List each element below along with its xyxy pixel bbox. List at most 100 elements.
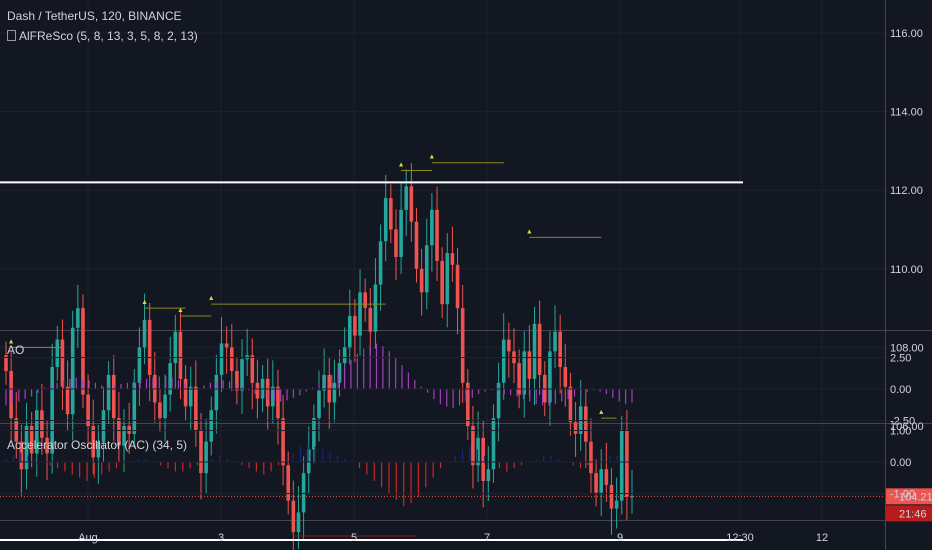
candle-body [29, 426, 34, 454]
candle-body [522, 351, 527, 395]
candle-body [158, 402, 162, 419]
candle-body [142, 319, 147, 348]
candle-body [301, 473, 306, 513]
candle-body [24, 426, 29, 470]
time-tick-label: Aug [78, 532, 98, 544]
candle-body [204, 441, 208, 474]
candle-body [168, 363, 172, 395]
candle-body [527, 351, 532, 379]
candle-body [501, 339, 506, 383]
candle-body [460, 308, 465, 383]
candle-body [337, 363, 342, 383]
candle-body [548, 351, 552, 403]
price-tick-label: 116.00 [890, 28, 923, 40]
candle-body [558, 331, 562, 368]
candle-body [219, 343, 224, 375]
candle-body [378, 241, 383, 285]
candle-body [127, 426, 131, 434]
ac-pane-title: Accelerator Oscillator (AC) (34, 5) [7, 438, 188, 452]
candle-body [163, 394, 167, 419]
candle-body [471, 426, 475, 466]
candle-body [117, 418, 121, 446]
candle-body [614, 500, 619, 509]
candle-body [70, 327, 75, 415]
price-tick-label: 110.00 [890, 264, 923, 276]
candle-body [419, 268, 424, 293]
candle-body [132, 382, 137, 434]
candle-body [76, 308, 80, 328]
candle-body [45, 437, 49, 454]
candle-body [383, 198, 388, 242]
candle-body [9, 370, 13, 419]
candle-body [496, 382, 501, 419]
candle-body [491, 418, 496, 470]
candle-body [440, 260, 444, 305]
price-tick-label: 114.00 [890, 107, 923, 119]
candle-body [122, 426, 126, 446]
candle-body [194, 386, 198, 430]
candle-body [466, 382, 470, 426]
candle-body [178, 331, 183, 379]
candle-body [394, 229, 398, 258]
candle-body [19, 441, 24, 470]
candle-body [363, 292, 367, 309]
candle-body [404, 186, 409, 210]
candle-body [209, 410, 214, 442]
ao-tick-label: 0.00 [890, 384, 911, 396]
candle-body [450, 253, 455, 265]
symbol-title: Dash / TetherUS, 120, BINANCE [7, 9, 182, 23]
candle-body [214, 374, 219, 411]
fractal-up-marker: ▲ [526, 228, 533, 235]
candle-body [199, 429, 203, 474]
candle-body [445, 253, 450, 305]
candle-body [235, 370, 239, 391]
fractal-up-marker: ▲ [428, 154, 435, 161]
candle-body [312, 418, 316, 450]
ao-pane-title: AO [7, 343, 25, 357]
candle-body [589, 441, 593, 474]
candle-body [229, 347, 234, 371]
candle-body [60, 339, 65, 387]
candle-body [594, 473, 598, 493]
candle-body [65, 386, 70, 415]
candle-body [373, 284, 378, 332]
price-tick-label: 106.00 [890, 421, 924, 433]
indicator-legend[interactable]: AlFReSco (5, 8, 13, 3, 5, 8, 2, 13) [7, 29, 198, 43]
candle-body [609, 484, 614, 509]
candle-body [173, 331, 178, 364]
candle-body [296, 512, 301, 533]
candle-body [255, 382, 260, 399]
candle-body [342, 347, 347, 364]
candle-body [568, 386, 573, 423]
ac-tick-label: -1.00 [890, 489, 915, 501]
candle-body [40, 410, 44, 438]
fractal-up-marker: ▲ [398, 162, 405, 169]
candle-body [240, 359, 244, 391]
candle-body [455, 264, 460, 309]
fractal-up-marker: ▲ [598, 409, 605, 416]
time-tick-label: 5 [351, 532, 357, 544]
time-tick-label: 7 [484, 532, 490, 544]
candle-body [430, 209, 434, 246]
candle-body [224, 343, 229, 348]
candle-body [389, 198, 393, 230]
candle-body [4, 355, 8, 371]
candle-body [276, 386, 280, 419]
ao-tick-label: -2.50 [890, 416, 915, 428]
candle-body [137, 347, 142, 383]
candle-body [183, 378, 188, 407]
candle-body [486, 469, 491, 482]
fractal-up-marker: ▲ [141, 299, 148, 306]
ac-tick-label: 1.00 [890, 426, 911, 438]
candle-body [532, 323, 537, 379]
candle-body [96, 441, 101, 458]
last-price-label: 104.21 [899, 491, 932, 503]
last-price-badge [886, 488, 932, 505]
candle-body [188, 386, 193, 407]
candle-body [291, 500, 296, 533]
candle-body [630, 496, 634, 498]
candle-body [91, 426, 96, 458]
candle-body [481, 437, 485, 482]
time-tick-label: 12 [816, 532, 828, 544]
